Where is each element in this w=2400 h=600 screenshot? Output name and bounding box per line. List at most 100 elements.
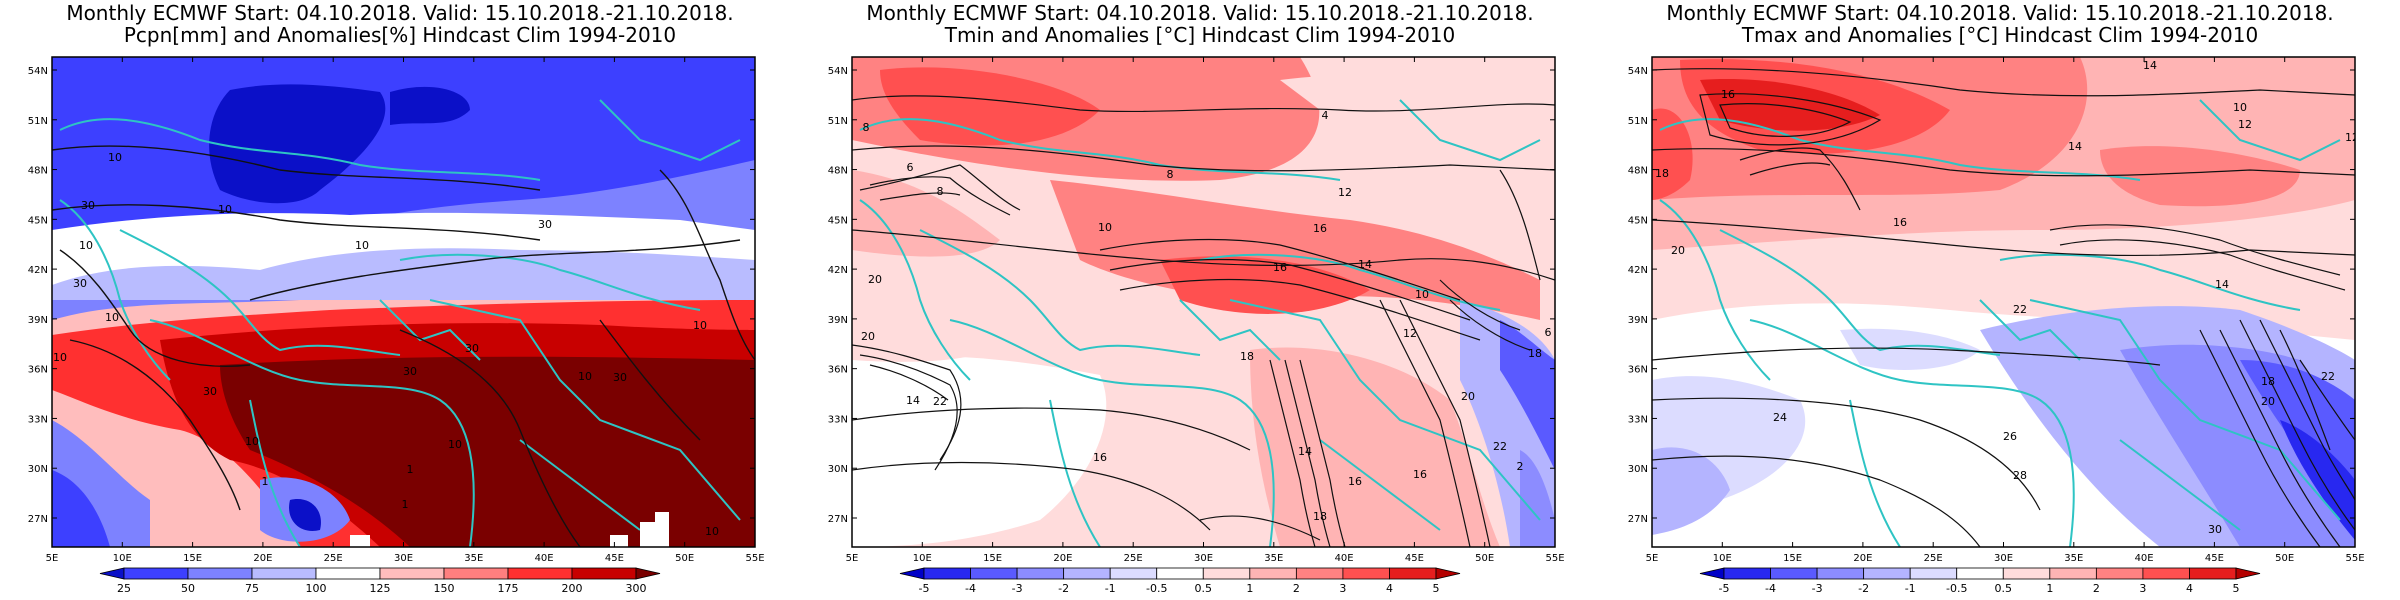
- contour-label: 18: [1528, 347, 1542, 360]
- colorbar-high-arrow: [1435, 567, 1461, 580]
- panel-title-line1: Monthly ECMWF Start: 04.10.2018. Valid: …: [1666, 1, 2334, 25]
- contour-label: 12: [1403, 327, 1417, 340]
- colorbar-label: 0.5: [1195, 582, 1213, 595]
- colorbar-label: -1: [1905, 582, 1916, 595]
- colorbar-label: 4: [2186, 582, 2193, 595]
- colorbar-label: 5: [1433, 582, 1440, 595]
- contour-label: 24: [1773, 411, 1787, 424]
- colorbar-swatch: [1956, 567, 2004, 580]
- colorbar-swatch: [1816, 567, 1865, 580]
- colorbar-low-arrow: [1699, 567, 1725, 580]
- latitude-label: 48N: [1628, 166, 1648, 177]
- contour-label: 18: [1655, 167, 1669, 180]
- contour-label: 14: [1298, 445, 1312, 458]
- contour-label: 10: [105, 311, 119, 324]
- contour-label: 22: [933, 395, 947, 408]
- contour-label: 20: [2261, 395, 2275, 408]
- longitude-axis: 5E 10E 15E 20E 25E 30E 35E 40E 45E 50E 55E: [846, 57, 1565, 564]
- longitude-label: 15E: [1783, 553, 1802, 564]
- colorbar-swatch: [123, 567, 189, 580]
- contour-label: 4: [1322, 109, 1329, 122]
- contour-label: 16: [1313, 222, 1327, 235]
- colorbar-label: -5: [919, 582, 930, 595]
- latitude-label: 39N: [28, 315, 48, 326]
- colorbar-label: 3: [2139, 582, 2146, 595]
- contour-label: 14: [906, 394, 920, 407]
- contour-label: 1: [402, 498, 409, 511]
- contour-label: 20: [1461, 390, 1475, 403]
- colorbar-label: -4: [965, 582, 976, 595]
- latitude-label: 51N: [1628, 116, 1648, 127]
- colorbar-label: 2: [1293, 582, 1300, 595]
- contour-label: 16: [1893, 216, 1907, 229]
- latitude-axis: 54N 51N 48N 45N 42N 39N 36N 33N 30N 27N: [28, 66, 755, 525]
- latitude-label: 48N: [28, 166, 48, 177]
- latitude-axis: 54N 51N 48N 45N 42N 39N 36N 33N 30N 27N: [1628, 66, 2355, 525]
- colorbar-low-arrow: [99, 567, 125, 580]
- contour-label: 10: [245, 435, 259, 448]
- longitude-label: 45E: [1405, 553, 1424, 564]
- tmin-panel: Monthly ECMWF Start: 04.10.2018. Valid: …: [800, 0, 1600, 600]
- colorbar-swatch: [379, 567, 445, 580]
- colorbar-label: 125: [370, 582, 391, 595]
- colorbar-label: -2: [1058, 582, 1069, 595]
- longitude-label: 40E: [1335, 553, 1354, 564]
- colorbar-swatch: [1723, 567, 1771, 580]
- longitude-label: 20E: [1053, 553, 1072, 564]
- colorbar-swatch: [315, 567, 381, 580]
- colorbar-swatch: [1295, 567, 1344, 580]
- contour-label: 10: [705, 525, 719, 538]
- contour-label: 18: [2261, 375, 2275, 388]
- colorbar-label: 75: [245, 582, 259, 595]
- contour-label: 6: [907, 161, 914, 174]
- contour-label: 10: [218, 203, 232, 216]
- colorbar-label: 2: [2093, 582, 2100, 595]
- colorbar-label: 25: [117, 582, 131, 595]
- contour-label: 10: [1415, 288, 1429, 301]
- colorbar-swatch: [2095, 567, 2144, 580]
- contour-label: 8: [1167, 168, 1174, 181]
- panel-title-line1: Monthly ECMWF Start: 04.10.2018. Valid: …: [866, 1, 1534, 25]
- contour-label: 14: [2215, 278, 2229, 291]
- colorbar-label: 200: [562, 582, 583, 595]
- colorbar-label: -1: [1105, 582, 1116, 595]
- contour-label: 30: [203, 385, 217, 398]
- latitude-label: 48N: [828, 166, 848, 177]
- tmax-map: 14 16 10 12 14 18 16 20 22 24 26 28 30 1…: [1628, 56, 2365, 595]
- contour-label: 14: [2143, 59, 2157, 72]
- tmin-map: 8 4 6 8 10 12 8 16 20 14 16 18 20 22 16 …: [828, 56, 1565, 595]
- colorbar-label: -3: [1012, 582, 1023, 595]
- latitude-label: 54N: [828, 66, 848, 77]
- latitude-label: 45N: [1628, 215, 1648, 226]
- latitude-label: 42N: [28, 265, 48, 276]
- longitude-label: 5E: [1646, 553, 1659, 564]
- colorbar-label: -0.5: [1146, 582, 1167, 595]
- longitude-label: 55E: [2345, 553, 2364, 564]
- longitude-label: 55E: [1545, 553, 1564, 564]
- contour-label: 8: [863, 121, 870, 134]
- contour-label: 20: [1671, 244, 1685, 257]
- longitude-label: 15E: [183, 553, 202, 564]
- colorbar-swatch: [2142, 567, 2190, 580]
- colorbar-label: 0.5: [1995, 582, 2013, 595]
- contour-label: 12: [2238, 118, 2252, 131]
- tmax-colorbar: -5 -4 -3 -2 -1 -0.5 0.5 1 2 3 4 5: [1699, 567, 2261, 595]
- precipitation-panel: Monthly ECMWF Start: 04.10.2018. Valid: …: [0, 0, 800, 600]
- latitude-label: 30N: [28, 464, 48, 475]
- contour-label: 20: [868, 273, 882, 286]
- contour-label: 30: [465, 342, 479, 355]
- longitude-label: 5E: [846, 553, 859, 564]
- colorbar-swatch: [443, 567, 509, 580]
- colorbar-high-arrow: [635, 567, 661, 580]
- contour-label: 30: [73, 277, 87, 290]
- longitude-label: 25E: [1124, 553, 1143, 564]
- contour-label: 10: [108, 151, 122, 164]
- contour-label: 6: [1545, 326, 1552, 339]
- longitude-label: 50E: [2275, 553, 2294, 564]
- longitude-axis: 5E 10E 15E 20E 25E 30E 35E 40E 45E 50E 55E: [46, 57, 765, 564]
- contour-label: 16: [1721, 88, 1735, 101]
- panel-title-line2: Pcpn[mm] and Anomalies[%] Hindcast Clim …: [123, 23, 677, 47]
- longitude-label: 30E: [1194, 553, 1213, 564]
- colorbar-swatch: [251, 567, 317, 580]
- contour-label: 10: [1098, 221, 1112, 234]
